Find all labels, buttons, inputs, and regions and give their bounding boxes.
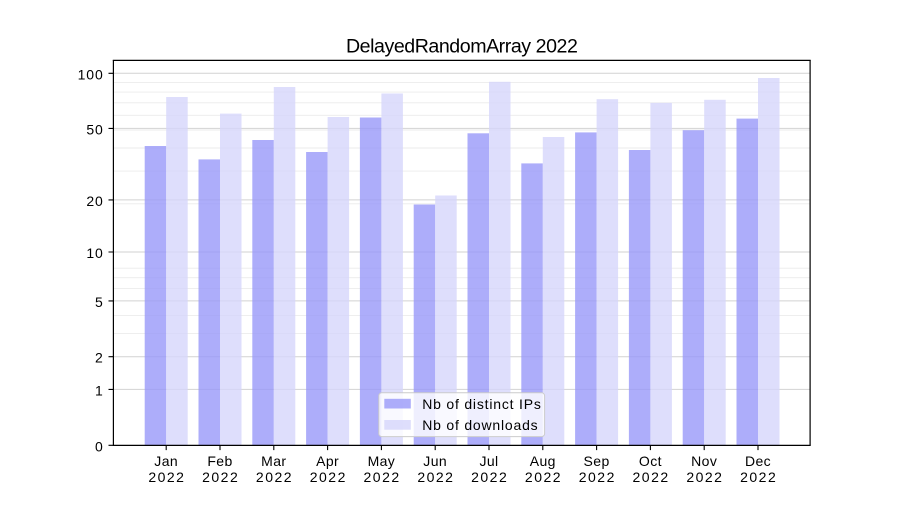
svg-text:5: 5 <box>95 294 104 310</box>
svg-text:Apr: Apr <box>316 453 339 469</box>
svg-text:2022: 2022 <box>256 469 293 485</box>
svg-text:2: 2 <box>95 350 104 366</box>
svg-text:20: 20 <box>86 193 103 209</box>
svg-text:0: 0 <box>95 438 104 454</box>
svg-text:DelayedRandomArray 2022: DelayedRandomArray 2022 <box>346 36 577 58</box>
svg-text:2022: 2022 <box>202 469 239 485</box>
svg-text:2022: 2022 <box>633 469 670 485</box>
svg-text:2022: 2022 <box>686 469 723 485</box>
svg-text:50: 50 <box>86 121 103 137</box>
svg-text:Sep: Sep <box>584 453 610 469</box>
svg-text:2022: 2022 <box>471 469 508 485</box>
svg-text:Nb of downloads: Nb of downloads <box>422 417 538 433</box>
svg-text:Nov: Nov <box>691 453 717 469</box>
svg-text:May: May <box>368 453 396 469</box>
svg-text:Feb: Feb <box>207 453 232 469</box>
svg-text:Jan: Jan <box>154 453 178 469</box>
svg-text:Jun: Jun <box>423 453 447 469</box>
svg-text:Mar: Mar <box>261 453 286 469</box>
svg-text:2022: 2022 <box>148 469 185 485</box>
svg-text:2022: 2022 <box>525 469 562 485</box>
svg-text:2022: 2022 <box>740 469 777 485</box>
svg-text:2022: 2022 <box>417 469 454 485</box>
svg-text:2022: 2022 <box>310 469 347 485</box>
svg-text:Aug: Aug <box>530 453 556 469</box>
svg-text:10: 10 <box>86 245 103 261</box>
svg-text:2022: 2022 <box>364 469 401 485</box>
svg-text:100: 100 <box>78 66 104 82</box>
svg-text:Dec: Dec <box>745 453 771 469</box>
svg-text:2022: 2022 <box>579 469 616 485</box>
svg-text:1: 1 <box>95 382 104 398</box>
svg-text:Jul: Jul <box>479 453 498 469</box>
svg-text:Nb of distinct IPs: Nb of distinct IPs <box>422 396 541 412</box>
svg-text:Oct: Oct <box>639 453 662 469</box>
